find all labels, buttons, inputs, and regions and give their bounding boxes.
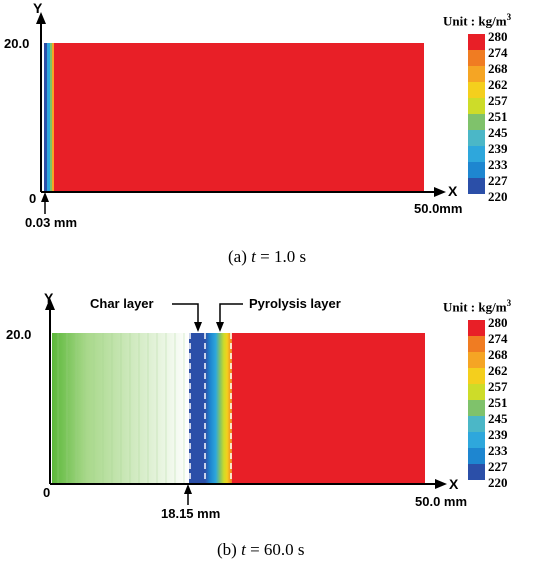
panel-a-colorbar — [468, 34, 485, 194]
panel-b-contour — [52, 333, 425, 483]
panel-b-x-axis-label: X — [449, 476, 459, 492]
panel-b-field-red — [232, 333, 425, 483]
panel-b-legend-values: 280 274 268 262 257 251 245 239 233 227 … — [488, 315, 508, 491]
colorbar-swatch — [468, 320, 485, 336]
colorbar-swatch — [468, 368, 485, 384]
colorbar-swatch — [468, 66, 485, 82]
panel-b-x-max-label: 50.0 mm — [415, 494, 468, 509]
legend-value: 268 — [488, 61, 508, 76]
colorbar-swatch — [468, 98, 485, 114]
panel-b-legend-unit: Unit : kg/m3 — [443, 298, 512, 315]
panel-b-char-layer-band — [189, 333, 205, 483]
panel-a-band-orange — [52, 43, 54, 191]
legend-value: 220 — [488, 475, 508, 490]
legend-value: 220 — [488, 189, 508, 204]
colorbar-swatch — [468, 50, 485, 66]
legend-value: 280 — [488, 29, 508, 44]
legend-value: 245 — [488, 411, 508, 426]
panel-b-axes — [45, 298, 447, 505]
legend-value: 257 — [488, 93, 508, 108]
legend-value: 274 — [488, 331, 508, 346]
legend-value: 227 — [488, 173, 508, 188]
colorbar-swatch — [468, 178, 485, 194]
colorbar-swatch — [468, 464, 485, 480]
panel-a-band-cyan — [47, 43, 50, 191]
colorbar-swatch — [468, 114, 485, 130]
colorbar-swatch — [468, 162, 485, 178]
panel-b-char-gridlines — [52, 333, 189, 483]
colorbar-swatch — [468, 82, 485, 98]
legend-value: 233 — [488, 443, 508, 458]
colorbar-swatch — [468, 336, 485, 352]
panel-b-y-axis-label: Y — [44, 290, 54, 306]
colorbar-swatch — [468, 130, 485, 146]
legend-value: 227 — [488, 459, 508, 474]
legend-value: 257 — [488, 379, 508, 394]
panel-a-y-max-label: 20.0 — [4, 36, 30, 51]
colorbar-swatch — [468, 384, 485, 400]
panel-a-band-blue — [44, 43, 47, 191]
colorbar-swatch — [468, 416, 485, 432]
panel-a-caption: (a) t = 1.0 s — [228, 247, 307, 266]
panel-b-char-depth-annotation: 18.15 mm — [161, 506, 221, 521]
legend-value: 280 — [488, 315, 508, 330]
legend-value: 262 — [488, 363, 508, 378]
panel-b-colorbar — [468, 320, 485, 480]
panel-a-field-red — [44, 43, 424, 191]
panel-a-y-axis-label: Y — [33, 0, 43, 16]
legend-value: 245 — [488, 125, 508, 140]
legend-value: 262 — [488, 77, 508, 92]
panel-a-axes — [36, 12, 446, 214]
panel-a-legend-values: 280 274 268 262 257 251 245 239 233 227 … — [488, 29, 508, 205]
panel-a-origin-label: 0 — [29, 191, 37, 206]
legend-value: 274 — [488, 45, 508, 60]
colorbar-swatch — [468, 400, 485, 416]
panel-a-legend-unit: Unit : kg/m3 — [443, 12, 512, 29]
panel-a-contour — [44, 43, 424, 191]
char-layer-label: Char layer — [90, 296, 154, 311]
colorbar-swatch — [468, 34, 485, 50]
colorbar-swatch — [468, 352, 485, 368]
legend-value: 268 — [488, 347, 508, 362]
panel-b-caption: (b) t = 60.0 s — [217, 540, 305, 559]
colorbar-swatch — [468, 146, 485, 162]
legend-value: 233 — [488, 157, 508, 172]
pyrolysis-layer-label: Pyrolysis layer — [249, 296, 341, 311]
panel-a-band-green — [50, 43, 52, 191]
panel-b-origin-label: 0 — [43, 485, 51, 500]
legend-value: 251 — [488, 109, 508, 124]
panel-a-x-max-label: 50.0mm — [414, 201, 463, 216]
colorbar-swatch — [468, 432, 485, 448]
panel-a-x-axis-label: X — [448, 183, 458, 199]
legend-value: 239 — [488, 427, 508, 442]
panel-a-thickness-annotation: 0.03 mm — [25, 215, 78, 230]
panel-b-y-max-label: 20.0 — [6, 327, 32, 342]
panel-b-pyrolysis-band — [205, 333, 232, 483]
legend-value: 239 — [488, 141, 508, 156]
colorbar-swatch — [468, 448, 485, 464]
legend-value: 251 — [488, 395, 508, 410]
